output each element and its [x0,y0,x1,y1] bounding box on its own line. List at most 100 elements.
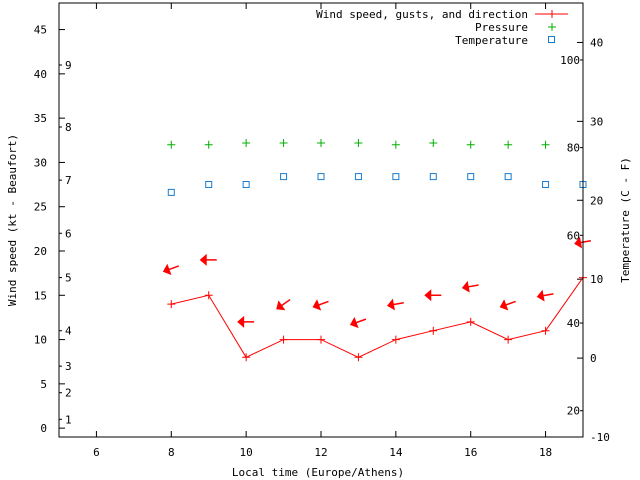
wind-arrow-head [237,315,245,328]
temperature-point [467,173,475,181]
wind-speed-point [242,353,251,362]
wind-arrow-head [536,289,545,302]
beaufort-tick-label: 6 [65,227,72,240]
y-tick-label: 40 [34,68,47,81]
beaufort-tick-label: 8 [65,121,72,134]
wind-arrow-head [386,298,395,311]
temperature-point [354,173,362,181]
pressure-point [541,140,550,149]
beaufort-tick-label: 4 [65,325,72,338]
wind-direction-arrow [349,316,367,329]
wind-direction-arrow [276,298,291,311]
pressure-point [167,140,176,149]
plot-frame [58,2,584,438]
wind-direction-arrow [237,315,255,328]
wind-arrow-head [461,280,470,293]
y-tick-label: 20 [34,245,47,258]
wind-arrow-head [349,316,359,329]
wind-direction-arrow [312,299,329,311]
temperature-point [392,173,400,181]
fahrenheit-tick-label: 60 [567,229,580,242]
wind-direction-arrow [536,289,554,302]
fahrenheit-tick-label: 20 [567,405,580,418]
pressure-point [354,138,363,147]
wind-speed-point [279,335,288,344]
y-axis-label: Wind speed (kt - Beaufort) [6,134,19,306]
wind-direction-arrow [386,298,404,311]
x-axis-label: Local time (Europe/Athens) [232,466,404,479]
wind-arrow-head [424,289,432,302]
legend-marker-temperature [548,36,555,43]
pressure-point [279,138,288,147]
pressure-point [391,140,400,149]
wind-direction-arrow [424,289,442,302]
x-tick-label: 18 [539,446,552,459]
beaufort-tick-label: 1 [65,413,72,426]
x-tick-label: 16 [464,446,477,459]
legend-label-pressure: Pressure [475,21,528,34]
y-tick-label: 30 [34,156,47,169]
wind-arrow-head [276,300,286,311]
fahrenheit-tick-label: 40 [567,317,580,330]
wind-arrow-head [499,299,509,311]
legend-label-temperature: Temperature [455,34,528,47]
temperature-point [504,173,512,181]
y-tick-label: 15 [34,289,47,302]
wind-arrow-head [312,299,322,311]
wind-arrow-head [199,253,207,266]
x-tick-label: 12 [314,446,327,459]
temperature-point [167,188,175,196]
wind-direction-arrow [199,253,217,266]
beaufort-tick-label: 9 [65,59,72,72]
beaufort-tick-label: 5 [65,272,72,285]
ticks-layer: 6 8 10 12 14 16 18051015202530354045123456789-… [34,3,610,459]
temperature-point [429,173,437,181]
wind-speed-point [504,335,513,344]
celsius-tick-label: 40 [590,36,603,49]
pressure-point [317,138,325,147]
x-tick-label: 8 [168,446,175,459]
y-tick-label: 5 [40,378,47,391]
pressure-point [429,138,438,147]
celsius-tick-label: 30 [590,115,603,128]
wind-speed-point [466,317,475,326]
celsius-tick-label: 20 [590,194,603,207]
wind-speed-point [429,326,438,335]
fahrenheit-tick-label: 80 [567,142,580,155]
pressure-point [204,140,213,149]
beaufort-tick-label: 3 [65,360,72,373]
pressure-point [466,140,475,149]
series-layer [162,138,592,362]
y-tick-label: 10 [34,334,47,347]
beaufort-tick-label: 2 [65,387,72,400]
y-tick-label: 45 [34,24,47,37]
wind-arrow-head [162,263,172,276]
x-tick-label: 6 [93,446,100,459]
wind-direction-arrow [461,280,479,293]
legend-label-wind: Wind speed, gusts, and direction [316,8,528,21]
celsius-tick-label: -10 [590,431,610,444]
legend: Wind speed, gusts, and direction Pressur… [316,8,568,47]
wind-speed-point [167,300,176,309]
wind-speed-line [171,277,584,358]
temperature-point [542,180,550,188]
y-tick-label: 0 [40,422,47,435]
celsius-tick-label: 0 [590,352,597,365]
temperature-point [205,180,213,188]
wind-speed-point [391,335,400,344]
temperature-point [280,173,288,181]
pressure-point [242,138,251,147]
wind-direction-arrow [499,299,516,311]
y-tick-label: 35 [34,112,47,125]
y-tick-label: 25 [34,201,47,214]
celsius-tick-label: 10 [590,273,603,286]
wind-arrow-head [574,236,583,249]
beaufort-tick-label: 7 [65,174,72,187]
wind-speed-point [317,335,325,344]
wind-speed-point [541,326,550,335]
fahrenheit-tick-label: 100 [560,54,580,67]
wind-speed-point [354,353,363,362]
pressure-point [504,140,513,149]
